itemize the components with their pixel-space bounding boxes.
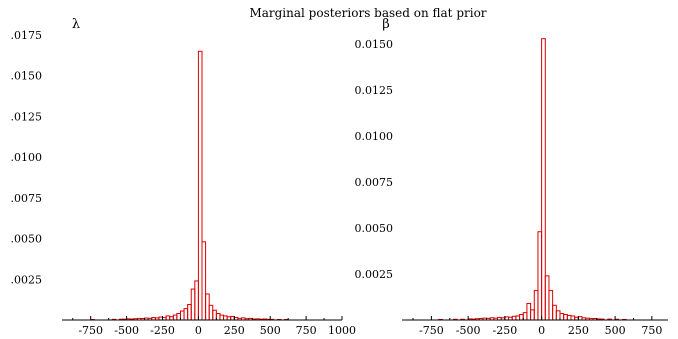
figure-title: Marginal posteriors based on flat prior xyxy=(249,6,486,20)
y-tick-label: .0025 xyxy=(11,273,43,286)
histogram-bar xyxy=(197,50,203,321)
histogram-bar xyxy=(212,309,217,321)
histogram-bar xyxy=(548,290,554,321)
y-tick-label: 0.0150 xyxy=(355,38,394,51)
beta-panel: -750 -500 -250 0 250 500 750 0.0025 0.0050 0.0075… xyxy=(355,17,668,337)
histogram-bar xyxy=(183,308,189,321)
x-tick-label: 500 xyxy=(605,324,626,337)
histogram-bar xyxy=(205,293,210,321)
histogram-bar xyxy=(230,315,235,321)
histogram-bar xyxy=(165,315,171,321)
y-tick-label: .0100 xyxy=(11,151,43,164)
histogram-bar xyxy=(194,280,199,321)
x-tick-label: 250 xyxy=(224,324,245,337)
histogram-bar xyxy=(541,38,546,321)
y-axis-label: λ xyxy=(72,17,80,32)
y-tick-label: .0075 xyxy=(11,192,43,205)
histogram-bar xyxy=(176,312,181,321)
histogram-bar xyxy=(552,304,557,321)
x-tick-label: 750 xyxy=(296,324,317,337)
histogram-bar xyxy=(544,275,550,321)
lambda-panel: -750 -500 -250 0 250 500 750 1000 .0025 .0050 .007… xyxy=(11,17,357,337)
y-tick-label: .0175 xyxy=(11,29,43,42)
histogram-bar xyxy=(522,312,528,321)
histogram-bar xyxy=(515,315,521,321)
x-tick-label: 250 xyxy=(568,324,589,337)
histogram-bar xyxy=(511,315,517,321)
x-tick-label: -500 xyxy=(114,324,139,337)
histogram-bar xyxy=(570,315,576,321)
histogram-bar xyxy=(537,231,543,321)
histogram-bar xyxy=(533,290,539,321)
y-tick-label: 0.0025 xyxy=(355,268,394,281)
x-tick-label: 500 xyxy=(260,324,281,337)
x-tick-label: 750 xyxy=(641,324,662,337)
histogram-bar xyxy=(215,312,221,321)
histogram-bar xyxy=(172,314,178,321)
histogram-bar xyxy=(563,313,568,321)
x-tick-label: -250 xyxy=(150,324,175,337)
histogram-bar xyxy=(219,314,225,321)
x-tick-label: 0 xyxy=(195,324,202,337)
x-tick-label: -750 xyxy=(78,324,103,337)
x-tick-label: 1000 xyxy=(328,324,356,337)
histogram-bar xyxy=(223,315,228,321)
y-tick-label: 0.0125 xyxy=(355,84,394,97)
y-tick-label: 0.0100 xyxy=(355,130,394,143)
x-tick-label: -500 xyxy=(456,324,481,337)
histogram-bar xyxy=(179,310,185,321)
x-tick-label: -750 xyxy=(419,324,444,337)
histogram-bar xyxy=(201,241,207,321)
histogram-bar xyxy=(566,314,572,321)
y-axis-label: β xyxy=(382,17,390,32)
histogram-bar xyxy=(519,313,524,321)
x-tick-label: 0 xyxy=(538,324,545,337)
y-tick-label: .0050 xyxy=(11,233,43,246)
histogram-bar xyxy=(530,309,535,321)
histogram-bar xyxy=(190,288,196,321)
histogram-bar xyxy=(555,310,561,321)
y-tick-label: 0.0050 xyxy=(355,222,394,235)
histogram-bar xyxy=(187,304,192,321)
histogram-bar xyxy=(526,302,532,321)
y-tick-label: 0.0075 xyxy=(355,176,394,189)
histogram-bar xyxy=(208,304,214,321)
histogram-bar xyxy=(559,313,565,321)
y-tick-label: .0125 xyxy=(11,110,43,123)
y-tick-label: .0150 xyxy=(11,70,43,83)
x-tick-label: -250 xyxy=(493,324,518,337)
